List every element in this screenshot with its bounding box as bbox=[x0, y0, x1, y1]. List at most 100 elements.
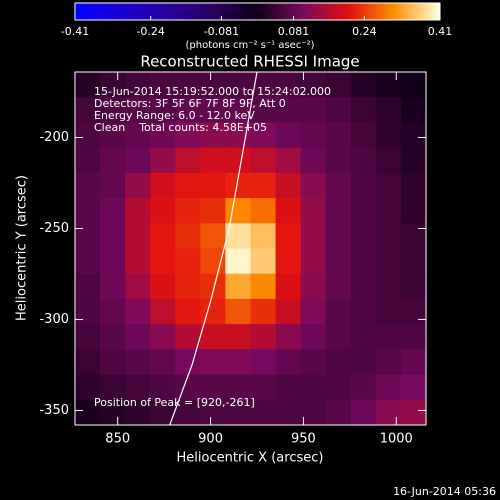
heatmap-cell bbox=[275, 374, 302, 401]
heatmap-cell bbox=[225, 324, 251, 350]
heatmap-cell bbox=[375, 248, 402, 275]
heatmap-cell bbox=[75, 97, 101, 123]
heatmap-cell bbox=[325, 273, 352, 300]
heatmap-cell bbox=[150, 349, 176, 376]
heatmap-cell bbox=[200, 273, 226, 300]
heatmap-cell bbox=[250, 198, 277, 224]
y-tick-label: -350 bbox=[39, 403, 69, 418]
timestamp: 16-Jun-2014 05:36 bbox=[393, 485, 496, 498]
heatmap-cell bbox=[175, 97, 201, 123]
colorbar-tick-label: 0.41 bbox=[428, 25, 453, 38]
heatmap-cell bbox=[150, 172, 176, 199]
heatmap-cell bbox=[100, 72, 126, 98]
heatmap-cell bbox=[150, 122, 176, 149]
annotation: Detectors: 3F 5F 6F 7F 8F 9F, Att 0 bbox=[94, 97, 286, 110]
heatmap-cell bbox=[325, 72, 352, 98]
heatmap-cell bbox=[125, 298, 151, 325]
heatmap-cell bbox=[225, 72, 251, 98]
heatmap-cell bbox=[375, 349, 402, 376]
heatmap-cell bbox=[350, 349, 377, 376]
peak-label: Position of Peak = [920,-261] bbox=[94, 396, 255, 409]
heatmap-cell bbox=[200, 223, 226, 249]
heatmap-cell bbox=[100, 273, 126, 300]
heatmap-cell bbox=[275, 273, 302, 300]
heatmap-cell bbox=[75, 172, 101, 199]
colorbar-tick-label: 0.081 bbox=[278, 25, 310, 38]
heatmap-cell bbox=[250, 273, 277, 300]
heatmap-cell bbox=[175, 248, 201, 275]
heatmap-cell bbox=[300, 97, 327, 123]
heatmap-cell bbox=[250, 298, 277, 325]
heatmap-cell bbox=[300, 349, 327, 376]
heatmap-cell bbox=[125, 172, 151, 199]
heatmap-cell bbox=[175, 324, 201, 350]
heatmap-cell bbox=[125, 399, 151, 425]
heatmap-cell bbox=[75, 374, 101, 401]
heatmap-cell bbox=[350, 223, 377, 249]
heatmap-cell bbox=[275, 248, 302, 275]
heatmap-cell bbox=[225, 147, 251, 174]
heatmap-cell bbox=[325, 147, 352, 174]
heatmap-cell bbox=[225, 198, 251, 224]
heatmap-cell bbox=[300, 399, 327, 425]
heatmap-cell bbox=[150, 248, 176, 275]
y-axis-label: Heliocentric Y (arcsec) bbox=[15, 175, 30, 321]
heatmap bbox=[75, 72, 426, 425]
heatmap-cell bbox=[375, 223, 402, 249]
heatmap-cell bbox=[350, 198, 377, 224]
heatmap-cell bbox=[275, 349, 302, 376]
heatmap-cell bbox=[175, 223, 201, 249]
heatmap-cell bbox=[200, 122, 226, 149]
heatmap-cell bbox=[175, 122, 201, 149]
heatmap-cell bbox=[175, 172, 201, 199]
annotation: Clean Total counts: 4.58E+05 bbox=[94, 121, 267, 134]
heatmap-cell bbox=[350, 399, 377, 425]
heatmap-cell bbox=[350, 298, 377, 325]
heatmap-cell bbox=[250, 97, 277, 123]
heatmap-cell bbox=[325, 374, 352, 401]
heatmap-cell bbox=[250, 349, 277, 376]
heatmap-cell bbox=[200, 324, 226, 350]
heatmap-cell bbox=[375, 324, 402, 350]
heatmap-cell bbox=[75, 72, 101, 98]
heatmap-cell bbox=[100, 198, 126, 224]
heatmap-cell bbox=[100, 349, 126, 376]
heatmap-cell bbox=[275, 172, 302, 199]
heatmap-cell bbox=[375, 97, 402, 123]
heatmap-cell bbox=[200, 172, 226, 199]
heatmap-cell bbox=[75, 198, 101, 224]
heatmap-cell bbox=[325, 122, 352, 149]
heatmap-cell bbox=[275, 298, 302, 325]
heatmap-cell bbox=[75, 122, 101, 149]
heatmap-cell bbox=[200, 147, 226, 174]
heatmap-cell bbox=[125, 349, 151, 376]
heatmap-cell bbox=[250, 223, 277, 249]
x-tick-label: 900 bbox=[198, 432, 223, 447]
heatmap-cell bbox=[275, 97, 302, 123]
heatmap-cell bbox=[150, 97, 176, 123]
heatmap-cell bbox=[325, 172, 352, 199]
heatmap-cell bbox=[125, 198, 151, 224]
heatmap-cell bbox=[375, 399, 402, 425]
heatmap-cell bbox=[150, 223, 176, 249]
heatmap-cell bbox=[75, 324, 101, 350]
heatmap-cell bbox=[300, 223, 327, 249]
heatmap-cell bbox=[75, 147, 101, 174]
heatmap-cell bbox=[175, 298, 201, 325]
heatmap-cell bbox=[375, 147, 402, 174]
heatmap-cell bbox=[175, 399, 201, 425]
heatmap-cell bbox=[125, 223, 151, 249]
heatmap-cell bbox=[225, 248, 251, 275]
heatmap-cell bbox=[375, 122, 402, 149]
heatmap-cell bbox=[200, 399, 226, 425]
heatmap-cell bbox=[100, 223, 126, 249]
heatmap-cell bbox=[325, 399, 352, 425]
heatmap-cell bbox=[150, 298, 176, 325]
y-tick-label: -200 bbox=[39, 130, 69, 145]
heatmap-cell bbox=[325, 223, 352, 249]
heatmap-cell bbox=[100, 122, 126, 149]
heatmap-cell bbox=[400, 122, 426, 149]
heatmap-cell bbox=[375, 273, 402, 300]
